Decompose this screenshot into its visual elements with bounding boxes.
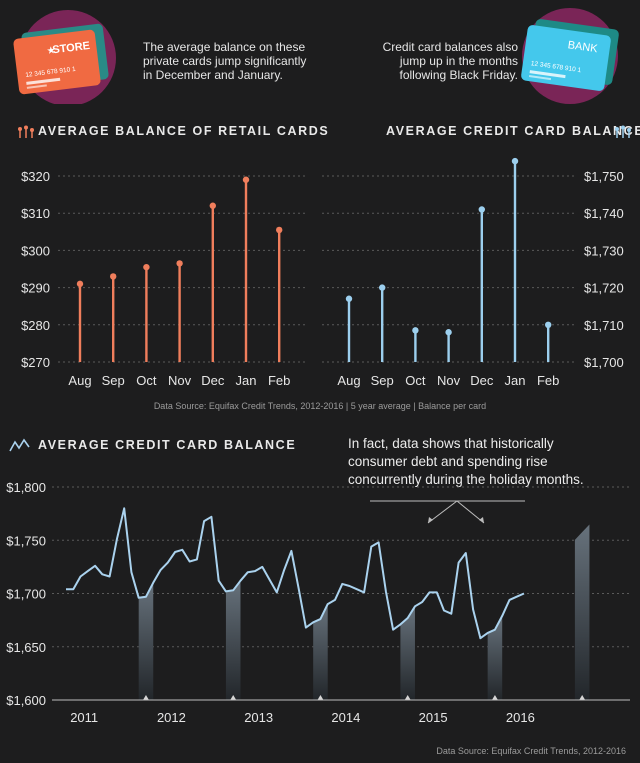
credit-lollipop-point — [412, 327, 418, 333]
line-y-tick-label: $1,650 — [6, 640, 46, 655]
retail-lollipop-point — [210, 203, 216, 209]
line-x-tick-label: 2012 — [157, 710, 186, 725]
credit-x-tick-label: Feb — [537, 373, 559, 388]
retail-x-tick-label: Oct — [136, 373, 157, 388]
svg-text:★: ★ — [46, 45, 56, 57]
line-x-tick-label: 2013 — [244, 710, 273, 725]
credit-y-tick-label: $1,740 — [584, 206, 624, 221]
holiday-shading-band — [575, 524, 590, 700]
retail-y-tick-label: $300 — [21, 243, 50, 258]
line-x-tick-label: 2014 — [331, 710, 360, 725]
line-y-tick-label: $1,750 — [6, 533, 46, 548]
retail-lollipop-point — [77, 281, 83, 287]
retail-y-tick-label: $310 — [21, 206, 50, 221]
credit-lollipop-icon — [614, 125, 632, 139]
retail-y-tick-label: $290 — [21, 281, 50, 296]
retail-lollipop-point — [176, 260, 182, 266]
top-data-source: Data Source: Equifax Credit Trends, 2012… — [0, 401, 640, 411]
line-x-tick-label: 2016 — [506, 710, 535, 725]
credit-y-tick-label: $1,720 — [584, 281, 624, 296]
credit-lollipop-point — [379, 284, 385, 290]
holiday-shading-band — [139, 583, 154, 700]
retail-lollipop-point — [143, 264, 149, 270]
line-y-tick-label: $1,600 — [6, 693, 46, 708]
retail-chart-title: AVERAGE BALANCE OF RETAIL CARDS — [38, 124, 329, 138]
holiday-shading-band — [400, 606, 415, 700]
credit-lollipop-point — [346, 296, 352, 302]
credit-x-tick-label: Sep — [371, 373, 394, 388]
bank-card-icon: BANK 12 345 678 910 1 — [512, 4, 632, 104]
retail-y-tick-label: $280 — [21, 318, 50, 333]
retail-lollipop-point — [276, 227, 282, 233]
credit-y-tick-label: $1,700 — [584, 355, 624, 370]
credit-y-tick-label: $1,750 — [584, 169, 624, 184]
credit-x-tick-label: Nov — [437, 373, 461, 388]
retail-x-tick-label: Feb — [268, 373, 290, 388]
line-chart-title: AVERAGE CREDIT CARD BALANCE — [38, 438, 296, 452]
retail-y-tick-label: $320 — [21, 169, 50, 184]
retail-lollipop-point — [243, 177, 249, 183]
lollipop-charts: $270 $280 $290 $300 $310 $320 Aug Sep Oct Nov Dec J… — [0, 150, 640, 395]
credit-y-tick-label: $1,730 — [584, 243, 624, 258]
retail-x-tick-label: Aug — [68, 373, 91, 388]
credit-x-tick-label: Dec — [470, 373, 494, 388]
retail-lollipop-icon — [17, 125, 35, 139]
credit-lollipop-point — [512, 158, 518, 164]
credit-x-tick-label: Oct — [405, 373, 426, 388]
balance-line — [66, 508, 524, 638]
store-card-graphic: STORE ★ 12 345 678 910 1 — [8, 6, 118, 104]
line-y-tick-label: $1,700 — [6, 587, 46, 602]
line-chart-icon — [9, 438, 31, 452]
line-x-tick-label: 2011 — [70, 710, 98, 725]
retail-x-tick-label: Dec — [201, 373, 225, 388]
credit-x-tick-label: Aug — [337, 373, 360, 388]
line-x-tick-label: 2015 — [419, 710, 448, 725]
credit-lollipop-point — [445, 329, 451, 335]
retail-x-tick-label: Nov — [168, 373, 192, 388]
store-card-icon: STORE ★ 12 345 678 910 1 — [8, 6, 118, 104]
holiday-shading-band — [226, 581, 241, 700]
credit-lollipop-point — [479, 206, 485, 212]
line-chart: $1,600 $1,650 $1,700 $1,750 $1,800 2011 2012 20… — [0, 470, 640, 732]
credit-y-tick-label: $1,710 — [584, 318, 624, 333]
retail-x-tick-label: Jan — [236, 373, 257, 388]
retail-lollipop-point — [110, 273, 116, 279]
credit-lollipop-point — [545, 322, 551, 328]
intro-right-text: Credit card balances also jump up in the… — [368, 40, 518, 82]
bank-card-graphic: BANK 12 345 678 910 1 — [512, 4, 632, 104]
intro-left-text: The average balance on these private car… — [143, 40, 313, 82]
line-y-tick-label: $1,800 — [6, 480, 46, 495]
retail-y-tick-label: $270 — [21, 355, 50, 370]
credit-x-tick-label: Jan — [505, 373, 526, 388]
bottom-data-source: Data Source: Equifax Credit Trends, 2012… — [436, 746, 626, 756]
retail-x-tick-label: Sep — [102, 373, 125, 388]
credit-chart-title: AVERAGE CREDIT CARD BALANCE — [386, 124, 640, 138]
